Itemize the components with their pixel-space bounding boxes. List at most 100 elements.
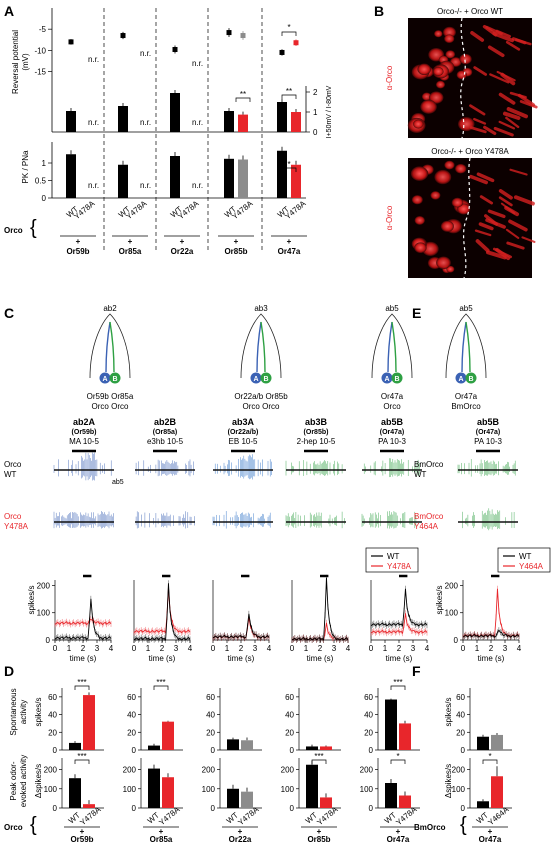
spont-ylabel-2: activity (19, 700, 28, 724)
legend-e: WT Y464A (497, 547, 551, 573)
d-top-tick: 20 (285, 728, 294, 737)
plus-label: + (287, 237, 292, 246)
f-receptor: Or47a (479, 835, 502, 843)
psth-xtick: 4 (188, 644, 193, 653)
peak-bar-y478a-or47a (399, 795, 411, 808)
ratio-bar-wt-or22a (170, 93, 180, 132)
pk-pna-bars (66, 146, 301, 198)
current-ratio-ylabel: I+50mV / I-80mV (326, 85, 333, 138)
odor-label: EB 10-5 (229, 437, 258, 446)
d-sig-bottom: * (396, 752, 399, 761)
plus-label: + (180, 237, 185, 246)
panel-a: Reversal potential (mV) -5 -10 -15 2 1 0 I+5… (4, 8, 333, 256)
d-receptor-or22a: Or22a (229, 835, 252, 843)
pk-bar-y478a-or47a (291, 164, 301, 198)
row-label-mut-1: Orco (4, 512, 22, 521)
f-top-tick: 0 (461, 746, 466, 755)
psth-xtick: 3 (332, 644, 337, 653)
peak-ylabel-1: Peak odor- (9, 761, 18, 800)
receptor-name: (Or22a/b) (228, 429, 259, 436)
not-recorded-label: n.r. (192, 118, 203, 127)
current-ratio-ticks: 2 1 0 (306, 88, 318, 137)
receptor-label-or22a: Or22a (171, 247, 194, 256)
ratio-bar-y478a-or85b (238, 114, 248, 132)
not-recorded-label: n.r. (140, 118, 151, 127)
receptor-label-or85a: Or85a (119, 247, 142, 256)
f-peak-bar-wt (477, 801, 489, 808)
f-sig: * (488, 752, 491, 761)
e-neuron-name: ab5B (477, 417, 500, 427)
tick-label: -10 (34, 46, 46, 55)
psth-xtick: 2 (489, 644, 494, 653)
spont-bar-y478a-or22a (241, 740, 253, 750)
psth-xtick: 0 (369, 644, 374, 653)
psth-xlabel: time (s) (228, 654, 255, 663)
tick-label: 0.5 (35, 177, 47, 186)
d-sig-bottom: *** (77, 752, 86, 761)
panel-label-d: D (4, 663, 14, 679)
e-row-wt-1: BmOrco (414, 460, 444, 469)
svg-text:A: A (458, 376, 463, 383)
d-bottom-tick: 0 (132, 804, 137, 813)
pk-pna-ticks: 10.50 (35, 159, 52, 203)
stain-label-top: α-Orco (385, 65, 394, 90)
reversal-ylabel-2: (mV) (21, 53, 30, 71)
pk-bar-wt-or22a (170, 156, 180, 198)
e-psth-ylabel: spikes/s (435, 586, 444, 615)
d-bottom-tick: 100 (202, 785, 216, 794)
f-top-tick: 40 (456, 711, 465, 720)
d-top-tick: 40 (127, 711, 136, 720)
d-bottom-tick: 100 (360, 785, 374, 794)
spont-bar-wt-or85a (148, 745, 160, 750)
psth-xtick: 1 (225, 644, 230, 653)
reversal-point-wt-or59b (68, 39, 74, 45)
spont-bar-wt-or59b (69, 742, 81, 750)
psth-xlabel: time (s) (149, 654, 176, 663)
ratio-bar-y478a-or47a (291, 112, 301, 132)
peak-bar-wt-or47a (385, 783, 397, 808)
spont-bar-wt-or85b (306, 746, 318, 750)
neuron-name: ab3A (232, 417, 255, 427)
peak-bar-wt-or85b (306, 764, 318, 808)
psth-xtick: 0 (211, 644, 216, 653)
ab5-note: ab5 (112, 479, 124, 486)
genotype-labels-d: WTY478A+Or59bWTY478A+Or85aWTY478A+Or22aW… (64, 804, 419, 843)
legend-e-mut: Y464A (519, 562, 544, 571)
psth-ytick: 200 (37, 581, 51, 590)
neuron-headers: ab2A (Or59b)MA 10-5 ab2B (Or85a)e3hb 10-5 ab… (69, 417, 406, 453)
legend-wt: WT (387, 552, 400, 561)
d-top-tick: 40 (48, 711, 57, 720)
panel-d: Spontaneous activity spikes/s Peak odor-… (4, 678, 420, 843)
svg-text:{: { (460, 814, 467, 836)
e-psth-ytick: 100 (445, 609, 459, 618)
tick-label: 1 (42, 159, 47, 168)
stain-label-bottom: α-Orco (385, 205, 394, 230)
row-label-wt-1: Orco (4, 460, 22, 469)
sensillum-neurons: Or22a/b Or85b (234, 392, 288, 401)
row-label-mut-2: Y478A (4, 522, 29, 531)
orco-label-d: Orco (4, 823, 23, 832)
receptor-name: (Or85b) (304, 429, 329, 436)
d-top-tick: 20 (48, 728, 57, 737)
tick-label: 1 (313, 108, 318, 117)
psth-xtick: 4 (267, 644, 272, 653)
legend-mut: Y478A (387, 562, 412, 571)
psth-xtick: 2 (239, 644, 244, 653)
psth-xtick: 3 (503, 644, 508, 653)
reversal-points (68, 28, 299, 56)
e-orco: BmOrco (451, 402, 481, 411)
sensillum-orco: Orco Orco (92, 402, 129, 411)
psth-xtick: 0 (461, 644, 466, 653)
spont-bar-y478a-or59b (83, 695, 95, 750)
psth-ytick: 0 (46, 636, 51, 645)
bmorco-label-f: BmOrco (414, 823, 446, 832)
svg-text:B: B (394, 376, 399, 383)
f-spont-bar-y464a (491, 734, 503, 750)
d-plus: + (159, 827, 164, 836)
spont-bar-wt-or47a (385, 699, 397, 750)
genotype-labels-a: WTY478A+Or59bWTY478A+Or85aWTY478A+Or22aW… (60, 198, 308, 256)
spont-bar-y478a-or85a (162, 721, 174, 750)
psth-xtick: 2 (160, 644, 165, 653)
receptor-label-or85b: Or85b (224, 247, 247, 256)
